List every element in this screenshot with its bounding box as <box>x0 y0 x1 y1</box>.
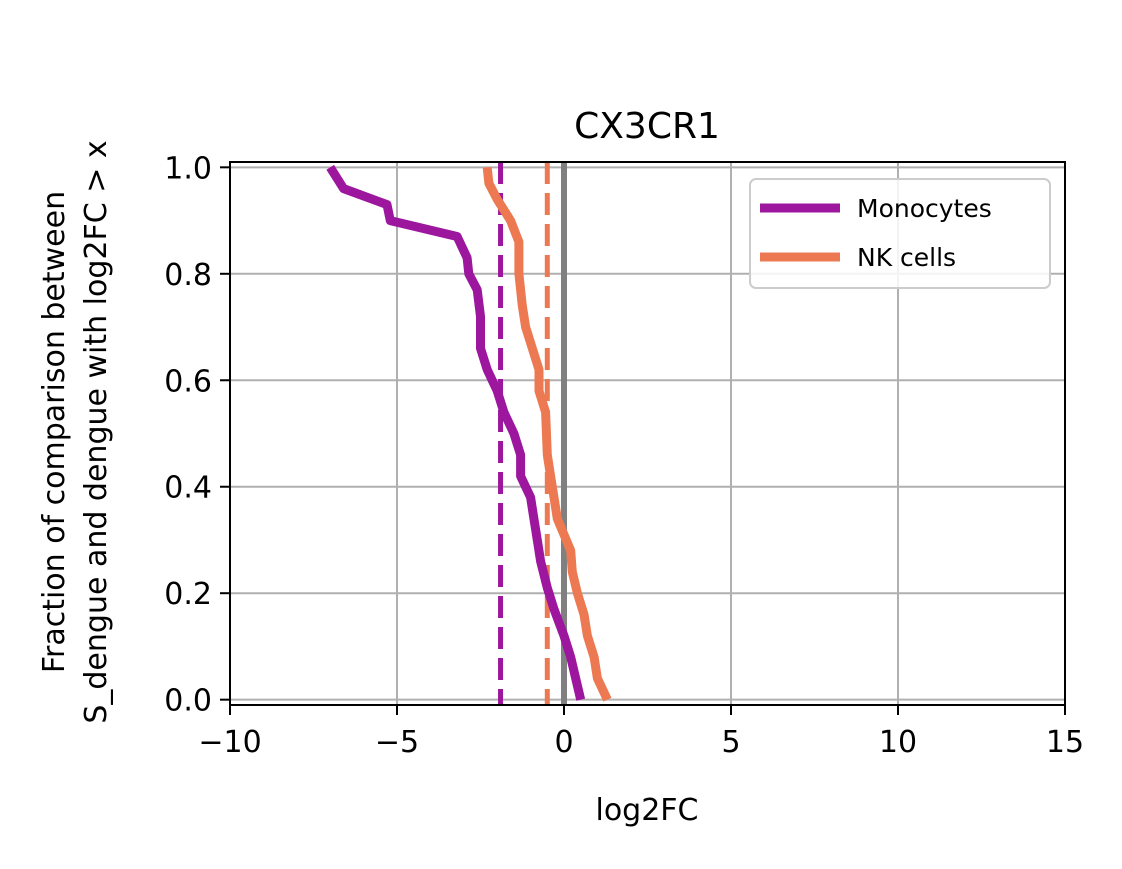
chart-title: CX3CR1 <box>574 106 720 147</box>
reference-lines <box>498 162 567 705</box>
y-tick-label: 0.0 <box>164 684 212 719</box>
legend: Monocytes NK cells <box>749 178 1051 289</box>
series-line-monocytes <box>326 164 586 701</box>
y-tick-label: 0.6 <box>164 364 212 399</box>
x-tick-label: 5 <box>721 725 740 760</box>
y-tick-label: 0.2 <box>164 577 212 612</box>
series-lines <box>326 164 612 702</box>
y-tick-label: 0.8 <box>164 258 212 293</box>
x-tick-label: 0 <box>554 725 573 760</box>
x-tick-label: 15 <box>1046 725 1084 760</box>
y-tick-label: 0.4 <box>164 471 212 506</box>
legend-label-nk-cells: NK cells <box>857 243 956 272</box>
x-tick-label: 10 <box>879 725 917 760</box>
ticks: −10 −5 0 5 10 15 0.0 0.2 0.4 0.6 0.8 1.0 <box>164 151 1084 760</box>
y-tick-label: 1.0 <box>164 151 212 186</box>
legend-label-monocytes: Monocytes <box>857 194 992 223</box>
y-axis-title-line-1: Fraction of comparison between <box>37 191 72 673</box>
plot-frame <box>229 161 1066 706</box>
y-axis-title-line-2: S_dengue and dengue with log2FC > x <box>79 140 114 723</box>
x-tick-label: −5 <box>375 725 419 760</box>
x-axis-title: log2FC <box>595 793 698 828</box>
x-tick-label: −10 <box>198 725 261 760</box>
series-line-nk-cells <box>482 166 612 702</box>
